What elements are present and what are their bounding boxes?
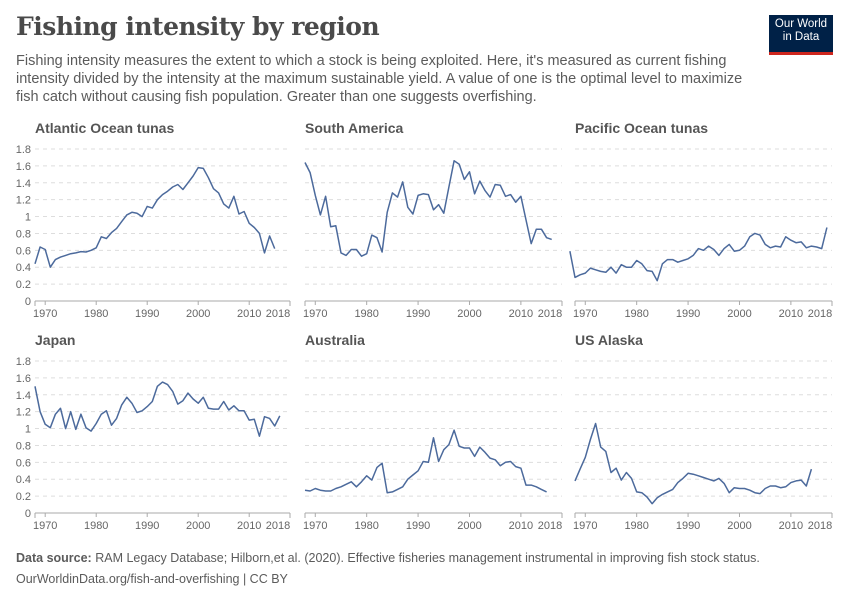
panel-title: Australia <box>305 332 365 348</box>
y-tick-label: 0 <box>25 296 31 308</box>
x-tick-label: 1970 <box>33 520 57 532</box>
x-tick-label: 2018 <box>266 520 290 532</box>
y-tick-label: 1 <box>25 424 31 436</box>
y-tick-label: 0.4 <box>16 474 31 486</box>
y-tick-label: 1.8 <box>16 356 31 368</box>
x-tick-label: 1970 <box>303 308 327 320</box>
x-tick-label: 1970 <box>573 520 597 532</box>
series-line <box>304 160 552 257</box>
panel-south-america: South America 1970 1980 1990 2000 2010 2018 <box>303 120 563 320</box>
x-tick-label: 1980 <box>84 520 108 532</box>
y-tick-label: 0.2 <box>16 279 31 291</box>
chart-subtitle: Fishing intensity measures the extent to… <box>16 53 743 105</box>
y-tick-label: 1.6 <box>16 161 31 173</box>
y-tick-label: 1 <box>25 212 31 224</box>
x-tick-label: 1990 <box>406 520 430 532</box>
x-tick-label: 1970 <box>303 520 327 532</box>
y-tick-label: 0.6 <box>16 245 31 257</box>
series-line <box>304 429 547 494</box>
y-tick-label: 1.6 <box>16 373 31 385</box>
x-tick-label: 2010 <box>779 308 803 320</box>
x-tick-label: 1980 <box>354 520 378 532</box>
x-tick-label: 2010 <box>779 520 803 532</box>
series-line <box>574 422 813 505</box>
x-tick-label: 2018 <box>266 308 290 320</box>
x-tick-label: 2010 <box>509 308 533 320</box>
x-tick-label: 2010 <box>509 520 533 532</box>
x-tick-label: 2010 <box>237 520 261 532</box>
x-tick-label: 1980 <box>624 520 648 532</box>
x-tick-label: 1980 <box>624 308 648 320</box>
panel-title: US Alaska <box>575 332 643 348</box>
y-tick-label: 0.6 <box>16 457 31 469</box>
panel-australia: Australia 1970 1980 1990 2000 2010 2018 <box>303 332 563 532</box>
x-tick-label: 2018 <box>538 308 562 320</box>
x-tick-label: 1990 <box>676 308 700 320</box>
small-multiples-chart: Atlantic Ocean tunas 0 0.2 0.4 0.6 0.8 1 1.2 1.4… <box>16 120 833 532</box>
panel-title: South America <box>305 120 403 136</box>
y-tick-label: 1.4 <box>16 178 31 190</box>
y-tick-label: 1.8 <box>16 144 31 156</box>
x-tick-label: 1990 <box>676 520 700 532</box>
y-tick-label: 0 <box>25 508 31 520</box>
x-tick-label: 2000 <box>186 308 210 320</box>
footer: Data source: RAM Legacy Database; Hilbor… <box>16 548 760 590</box>
y-tick-label: 0.2 <box>16 491 31 503</box>
y-tick-label: 1.2 <box>16 195 31 207</box>
source-line: Data source: RAM Legacy Database; Hilbor… <box>16 548 760 569</box>
panel-us-alaska: US Alaska 1970 1980 1990 2000 2010 2018 <box>573 332 833 532</box>
x-tick-label: 2000 <box>186 520 210 532</box>
y-tick-label: 0.4 <box>16 262 31 274</box>
y-tick-label: 1.2 <box>16 407 31 419</box>
source-label: Data source: <box>16 551 92 565</box>
y-tick-label: 0.8 <box>16 228 31 240</box>
x-tick-label: 2018 <box>808 520 832 532</box>
series-line <box>34 166 276 268</box>
x-tick-label: 1990 <box>135 308 159 320</box>
x-tick-label: 2010 <box>237 308 261 320</box>
url-license[interactable]: OurWorldinData.org/fish-and-overfishing … <box>16 572 288 586</box>
panel-pacific-ocean-tunas: Pacific Ocean tunas 1970 1980 1990 2000 2010 2… <box>569 120 833 320</box>
panel-title: Japan <box>35 332 75 348</box>
y-tick-label: 1.4 <box>16 390 31 402</box>
x-tick-label: 2000 <box>727 520 751 532</box>
panel-title: Pacific Ocean tunas <box>575 120 708 136</box>
x-tick-label: 1970 <box>573 308 597 320</box>
x-tick-label: 1980 <box>84 308 108 320</box>
series-line <box>569 227 828 282</box>
x-tick-label: 2018 <box>808 308 832 320</box>
x-tick-label: 1980 <box>354 308 378 320</box>
x-tick-label: 2000 <box>457 520 481 532</box>
panel-atlantic-ocean-tunas: Atlantic Ocean tunas 0 0.2 0.4 0.6 0.8 1 1.2 1.4… <box>16 120 291 320</box>
panel-title: Atlantic Ocean tunas <box>35 120 174 136</box>
x-tick-label: 2018 <box>538 520 562 532</box>
logo-text: Our World in Data <box>774 18 828 43</box>
y-tick-label: 0.8 <box>16 440 31 452</box>
owid-logo[interactable]: Our World in Data <box>769 15 833 55</box>
source-text: RAM Legacy Database; Hilborn,et al. (202… <box>95 551 760 565</box>
chart-title: Fishing intensity by region <box>16 12 380 41</box>
x-tick-label: 1990 <box>135 520 159 532</box>
x-tick-label: 1970 <box>33 308 57 320</box>
x-tick-label: 2000 <box>457 308 481 320</box>
panel-japan: Japan 0 0.2 0.4 0.6 0.8 1 1.2 1.4 1.6 1.8 1970 1980 1… <box>16 332 291 532</box>
x-tick-label: 2000 <box>727 308 751 320</box>
series-line <box>34 381 281 437</box>
x-tick-label: 1990 <box>406 308 430 320</box>
